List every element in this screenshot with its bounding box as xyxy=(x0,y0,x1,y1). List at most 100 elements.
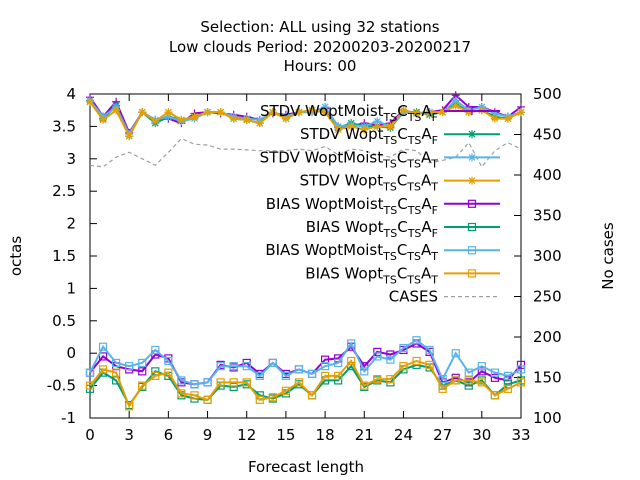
x-tick-label: 3 xyxy=(124,426,134,444)
data-point xyxy=(425,345,434,355)
y-tick-label: 2.5 xyxy=(52,182,76,200)
legend-entry: STDV WoptTSCTSAF xyxy=(300,125,500,147)
data-point xyxy=(477,362,486,371)
data-point xyxy=(216,108,225,117)
data-point xyxy=(425,360,434,369)
data-point xyxy=(490,373,499,382)
data-point xyxy=(334,125,343,134)
x-tick-label: 30 xyxy=(472,426,491,444)
data-point xyxy=(451,101,460,110)
data-point xyxy=(412,336,421,345)
legend-label: BIAS WoptMoistTSCTSAF xyxy=(266,195,438,217)
data-point xyxy=(151,371,160,380)
data-point xyxy=(438,375,447,384)
legend-entry: BIAS WoptMoistTSCTSAF xyxy=(266,195,500,217)
x-tick-label: 18 xyxy=(316,426,335,444)
y-tick-label: 1 xyxy=(66,279,76,297)
data-point xyxy=(451,376,460,385)
data-point xyxy=(516,365,526,374)
data-point xyxy=(307,391,317,400)
data-point xyxy=(164,368,173,377)
y-tick-label: 4 xyxy=(66,85,76,103)
data-point xyxy=(242,115,251,124)
series-layer xyxy=(85,91,526,411)
x-tick-label: 6 xyxy=(164,426,174,444)
data-point xyxy=(468,176,476,185)
data-point xyxy=(268,358,277,368)
data-point xyxy=(467,246,477,255)
data-point xyxy=(451,349,460,358)
data-point xyxy=(294,378,304,387)
title-line-1: Selection: ALL using 32 stations xyxy=(200,18,439,36)
data-point xyxy=(125,132,134,141)
data-point xyxy=(86,97,94,106)
data-point xyxy=(85,381,95,390)
data-point xyxy=(467,199,477,208)
data-point xyxy=(373,117,382,126)
data-point xyxy=(85,368,95,377)
data-point xyxy=(281,386,291,395)
legend-entry: BIAS WoptMoistTSCTSAT xyxy=(265,241,500,263)
data-point xyxy=(294,365,304,374)
data-point xyxy=(334,371,343,380)
y-tick-label: -1 xyxy=(61,409,76,427)
data-point xyxy=(125,362,134,371)
data-point xyxy=(308,106,317,115)
data-point xyxy=(516,378,526,387)
y2-tick-label: 350 xyxy=(533,207,562,225)
data-point xyxy=(216,378,225,387)
data-point xyxy=(112,368,121,377)
data-point xyxy=(229,362,238,371)
x-tick-label: 15 xyxy=(276,426,295,444)
legend-label: CASES xyxy=(389,288,438,306)
data-point xyxy=(321,108,330,117)
data-point xyxy=(268,393,277,402)
data-point xyxy=(468,107,476,115)
x-axis: 0 3 6 9 12 15 18 21 24 27 30 33 xyxy=(85,94,531,444)
series-6 xyxy=(85,336,526,389)
series-8 xyxy=(89,137,522,168)
y-tick-label: -0.5 xyxy=(47,377,76,395)
data-point xyxy=(164,112,173,121)
title-line-2: Low clouds Period: 20200203-20200217 xyxy=(169,38,471,56)
data-point xyxy=(373,375,382,384)
series-line xyxy=(89,137,522,168)
legend-label: BIAS WoptTSCTSAT xyxy=(305,264,438,286)
data-point xyxy=(242,362,251,371)
data-point xyxy=(190,112,199,121)
data-point xyxy=(490,368,499,377)
data-point xyxy=(399,362,408,371)
data-point xyxy=(138,358,147,368)
data-point xyxy=(503,371,513,380)
data-point xyxy=(477,378,486,387)
data-point xyxy=(360,367,369,376)
data-point xyxy=(164,108,173,117)
series-3 xyxy=(86,97,525,141)
data-point xyxy=(255,395,264,404)
data-point xyxy=(229,378,238,387)
data-point xyxy=(386,375,395,384)
data-point xyxy=(438,108,447,117)
data-point xyxy=(490,391,499,400)
data-point xyxy=(464,108,473,117)
series-line xyxy=(89,338,522,386)
data-point xyxy=(399,106,408,115)
chart-title: Selection: ALL using 32 stations Low clo… xyxy=(169,18,471,75)
series-line xyxy=(89,101,522,139)
y2-tick-label: 200 xyxy=(533,328,562,346)
data-point xyxy=(503,384,513,393)
data-point xyxy=(320,362,330,371)
data-point xyxy=(517,108,525,117)
x-tick-label: 0 xyxy=(85,426,95,444)
data-point xyxy=(151,345,160,355)
data-point xyxy=(386,122,395,131)
data-point xyxy=(138,381,147,390)
data-point xyxy=(255,119,264,128)
data-point xyxy=(125,402,134,411)
title-line-3: Hours: 00 xyxy=(284,57,357,75)
data-point xyxy=(203,378,212,387)
legend-entry: STDV WoptTSCTSAT xyxy=(300,172,500,194)
data-point xyxy=(347,339,356,348)
legend-entry: BIAS WoptTSCTSAF xyxy=(306,218,500,240)
